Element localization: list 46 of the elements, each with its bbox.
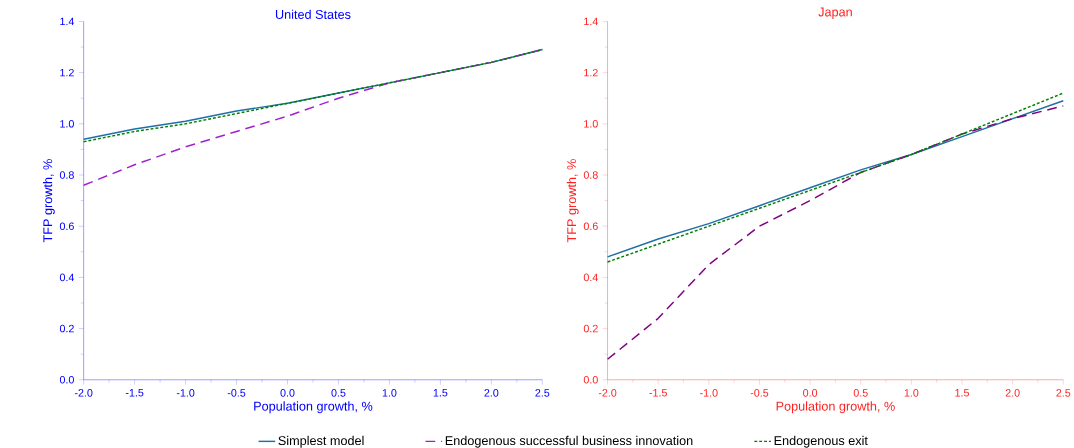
y-tick-label: 0.2 [583, 324, 598, 333]
x-tick-label: -1.5 [125, 389, 144, 397]
y-tick-label: 0.4 [583, 273, 598, 282]
y-axis-title: TFP growth, % [566, 159, 579, 243]
y-tick-label: 0.0 [583, 376, 598, 384]
x-axis-title: Population growth, % [254, 401, 373, 414]
y-tick-label: 0.8 [583, 171, 598, 179]
legend-label: Endogenous successful business innovation [445, 435, 693, 448]
y-tick-label: 1.0 [584, 120, 598, 128]
y-axis-title: TFP growth, % [42, 159, 55, 243]
y-tick-label: 0.4 [59, 273, 75, 282]
x-tick-label: 2.5 [1056, 389, 1071, 397]
y-tick-label: 1.2 [584, 68, 598, 77]
y-tick-label: 1.2 [60, 68, 74, 77]
x-tick-label: 0.0 [280, 389, 295, 397]
x-tick-label: 2.0 [484, 389, 499, 397]
x-tick-label: 1.5 [955, 389, 969, 397]
x-tick-label: 2.5 [535, 389, 550, 397]
x-tick-label: -0.5 [750, 389, 769, 397]
x-tick-label: -0.5 [227, 389, 246, 397]
y-tick-label: 1.4 [60, 17, 75, 26]
line-series [606, 105, 1065, 361]
y-tick-label: 0.6 [59, 222, 74, 231]
y-tick-label: 0.6 [583, 222, 598, 231]
x-tick-label: 2.0 [1005, 389, 1020, 397]
x-tick-label: -2.0 [74, 389, 93, 397]
x-tick-label: 1.0 [904, 389, 919, 397]
legend-label: Endogenous exit [774, 435, 868, 448]
x-tick-label: 1.5 [433, 389, 448, 397]
chart-title: Japan [818, 7, 852, 19]
x-tick-label: -1.0 [700, 389, 718, 397]
y-tick-label: 0.0 [59, 376, 74, 384]
x-tick-label: -1.0 [176, 389, 195, 397]
y-tick-label: 0.8 [59, 171, 74, 179]
chart-title: United States [275, 9, 351, 19]
x-tick-label: -1.5 [649, 389, 667, 397]
x-tick-label: 0.5 [853, 389, 868, 397]
y-tick-label: 0.2 [59, 324, 74, 333]
x-tick-label: -2.0 [598, 389, 617, 397]
x-tick-label: 1.0 [382, 389, 397, 397]
x-tick-label: 0.5 [331, 389, 346, 397]
x-tick-label: 0.0 [803, 389, 818, 397]
x-axis-title: Population growth, % [776, 401, 895, 414]
legend-label: Simplest model [278, 435, 364, 448]
y-tick-label: 1.0 [60, 120, 74, 128]
y-tick-label: 1.4 [584, 17, 598, 26]
